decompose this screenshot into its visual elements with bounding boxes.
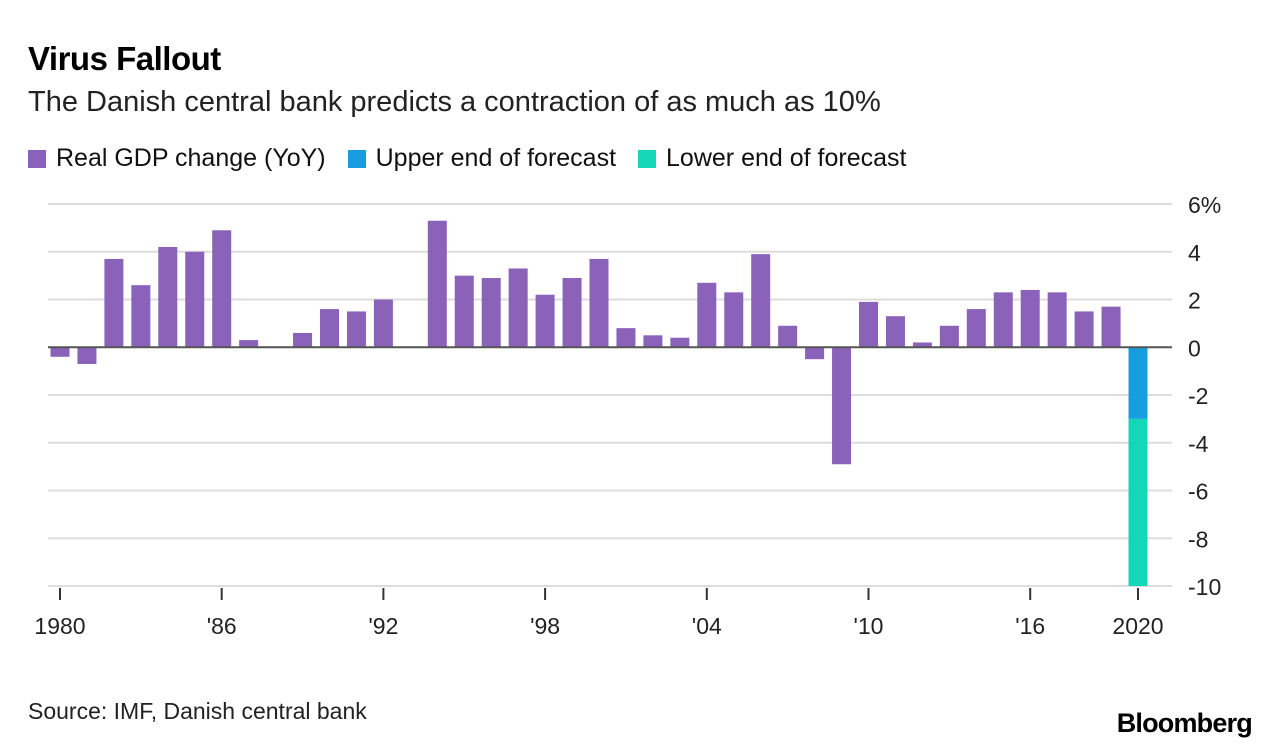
bar-gdp	[1047, 292, 1067, 348]
bar-gdp	[346, 311, 366, 348]
bar-gdp	[131, 285, 151, 348]
x-tick-label: 2020	[1112, 613, 1163, 639]
y-tick-label: -4	[1188, 431, 1209, 457]
legend-swatch-upper	[347, 149, 366, 168]
x-tick-label: '98	[530, 613, 560, 639]
legend-swatch-lower	[638, 149, 657, 168]
bar-gdp	[239, 340, 259, 348]
bar-gdp	[104, 258, 124, 348]
y-tick-label: -8	[1188, 526, 1208, 552]
bar-gdp	[751, 254, 771, 348]
y-tick-label: -10	[1188, 574, 1221, 600]
bar-gdp	[185, 251, 205, 348]
x-tick-label: '10	[854, 613, 884, 639]
y-tick-label: -2	[1188, 383, 1208, 409]
bar-gdp	[508, 268, 528, 348]
y-tick-label: 4	[1188, 240, 1201, 266]
bar-gdp	[589, 258, 609, 348]
bar-gdp	[832, 347, 852, 465]
bar-gdp	[778, 325, 798, 348]
legend-item-upper: Upper end of forecast	[347, 144, 617, 173]
bar-gdp	[320, 309, 339, 348]
bar-gdp	[697, 282, 717, 348]
legend-item-gdp: Real GDP change (YoY)	[28, 144, 326, 173]
bar-gdp	[939, 325, 959, 348]
bar-gdp	[158, 246, 178, 348]
x-tick-label: '04	[692, 613, 722, 639]
legend-label-upper: Upper end of forecast	[375, 144, 617, 172]
bar-gdp	[643, 335, 663, 348]
legend-item-lower: Lower end of forecast	[638, 144, 906, 173]
y-tick-label: -6	[1188, 479, 1208, 505]
x-tick-label: 1980	[34, 613, 85, 639]
bar-gdp	[885, 316, 905, 348]
bar-gdp	[373, 299, 393, 348]
bar-gdp	[77, 347, 97, 364]
source-note: Source: IMF, Danish central bank	[28, 698, 367, 724]
bar-gdp	[50, 347, 70, 357]
bar-gdp	[454, 275, 474, 348]
bar-gdp	[293, 332, 313, 348]
legend-label-gdp: Real GDP change (YoY)	[56, 144, 326, 172]
y-tick-label: 2	[1188, 288, 1201, 314]
bar-gdp	[966, 309, 986, 348]
bar-gdp	[535, 294, 555, 348]
y-tick-label: 6%	[1188, 192, 1221, 218]
legend-label-lower: Lower end of forecast	[666, 144, 907, 172]
bar-gdp	[562, 278, 582, 348]
bloomberg-logo: Bloomberg	[1116, 708, 1253, 738]
legend-swatch-gdp	[28, 149, 46, 168]
bar-forecast-lower	[1128, 418, 1148, 586]
bar-gdp	[1020, 289, 1040, 348]
bar-gdp	[481, 278, 501, 348]
x-tick-label: '92	[368, 613, 398, 639]
bar-gdp	[1074, 311, 1094, 348]
bar-gdp	[616, 328, 636, 348]
chart-subtitle: The Danish central bank predicts a contr…	[28, 86, 881, 118]
bar-gdp	[427, 220, 447, 348]
bar-gdp	[859, 301, 878, 348]
bar-gdp	[1101, 306, 1121, 348]
bar-gdp	[805, 347, 825, 360]
x-tick-label: '16	[1015, 613, 1045, 639]
bar-gdp	[670, 337, 690, 348]
bar-gdp	[993, 292, 1013, 348]
chart-title: Virus Fallout	[28, 40, 221, 77]
bar-gdp	[912, 342, 932, 348]
y-tick-label: 0	[1188, 335, 1201, 361]
chart-legend: Real GDP change (YoY) Upper end of forec…	[28, 144, 928, 173]
bar-gdp	[724, 292, 744, 348]
bar-gdp	[212, 230, 232, 348]
bar-forecast-upper	[1128, 347, 1148, 419]
x-tick-label: '86	[207, 613, 237, 639]
